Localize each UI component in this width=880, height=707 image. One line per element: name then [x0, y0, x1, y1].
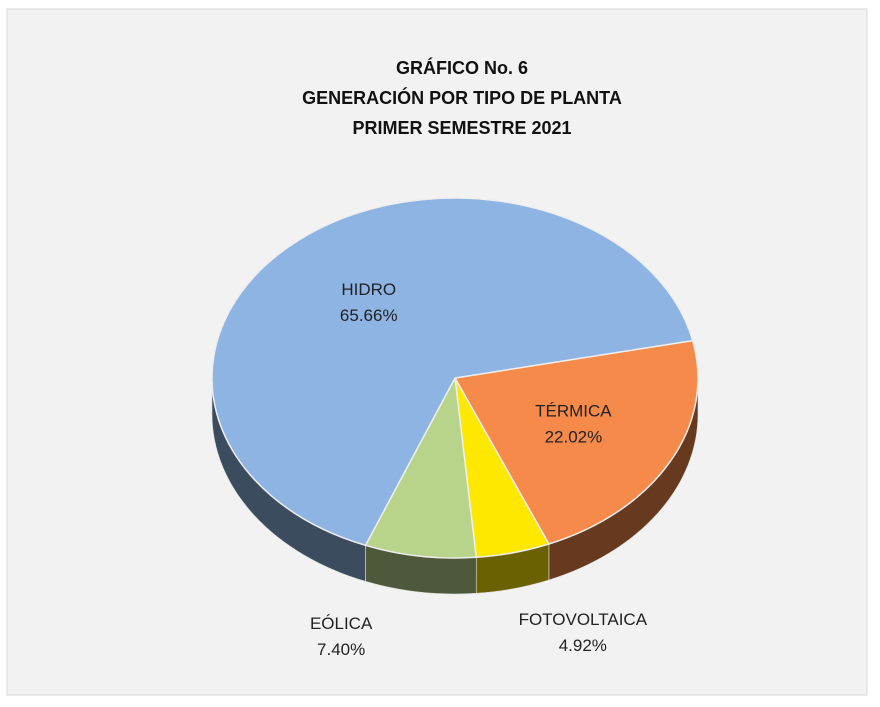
category-label: HIDRO	[341, 280, 396, 299]
chart-title: PRIMER SEMESTRE 2021	[352, 118, 571, 138]
value-label: 65.66%	[340, 306, 398, 325]
chart-title: GENERACIÓN POR TIPO DE PLANTA	[302, 87, 622, 108]
category-label: EÓLICA	[310, 614, 373, 633]
chart-title: GRÁFICO No. 6	[396, 57, 528, 78]
category-label: TÉRMICA	[535, 401, 612, 420]
value-label: 4.92%	[559, 636, 607, 655]
category-label: FOTOVOLTAICA	[519, 610, 648, 629]
slice	[364, 375, 478, 559]
slice	[211, 197, 694, 547]
value-label: 7.40%	[317, 640, 365, 659]
slice	[453, 339, 699, 545]
value-label: 22.02%	[545, 427, 603, 446]
